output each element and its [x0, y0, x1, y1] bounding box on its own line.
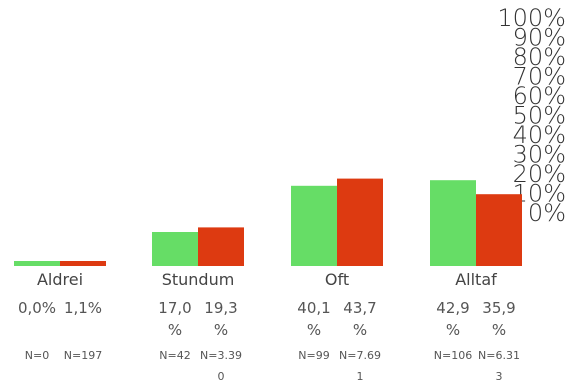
bar — [198, 227, 244, 266]
n-label: N=106 — [434, 349, 472, 362]
bar — [152, 232, 198, 266]
value-label: 42,9% — [436, 299, 469, 339]
bar — [337, 178, 383, 266]
bar — [60, 261, 106, 266]
n-label: N=7.69 1 — [339, 349, 381, 383]
y-tick-label: 30% — [513, 141, 566, 169]
y-tick-label: 70% — [513, 63, 566, 91]
n-label: N=0 — [25, 349, 49, 362]
y-tick-label: 100% — [497, 4, 566, 32]
y-tick-label: 90% — [513, 24, 566, 52]
category-label: Stundum — [162, 270, 235, 289]
value-label: 1,1% — [64, 299, 102, 317]
y-tick-label: 50% — [513, 102, 566, 130]
value-label: 0,0% — [18, 299, 56, 317]
category-label: Alltaf — [455, 270, 497, 289]
y-tick-label: 40% — [513, 121, 566, 149]
y-tick-label: 20% — [513, 160, 566, 188]
y-tick-label: 60% — [513, 82, 566, 110]
n-label: N=42 — [159, 349, 190, 362]
value-label: 40,1% — [297, 299, 330, 339]
y-axis-tick-labels: 100%90%80%70%60%50%40%30%20%10%0% — [497, 4, 566, 227]
n-label: N=197 — [64, 349, 102, 362]
bar — [430, 180, 476, 266]
bars — [14, 178, 522, 266]
value-label: 17,0% — [158, 299, 191, 339]
value-label: 19,3% — [204, 299, 237, 339]
n-label: N=3.39 0 — [200, 349, 242, 383]
category-and-value-labels: Aldrei 0,0% N=0 1,1% N=197 Stundum 17,0 % N=42 19… — [18, 270, 520, 383]
category-label: Aldrei — [37, 270, 83, 289]
n-label: N=6.31 3 — [478, 349, 520, 383]
category-label: Oft — [325, 270, 349, 289]
value-label: 35,9% — [482, 299, 515, 339]
value-label: 43,7% — [343, 299, 376, 339]
bar — [14, 261, 60, 266]
y-tick-label: 0% — [528, 199, 566, 227]
bar — [476, 194, 522, 266]
n-label: N=99 — [298, 349, 329, 362]
y-tick-label: 80% — [513, 43, 566, 71]
bar — [291, 185, 337, 266]
